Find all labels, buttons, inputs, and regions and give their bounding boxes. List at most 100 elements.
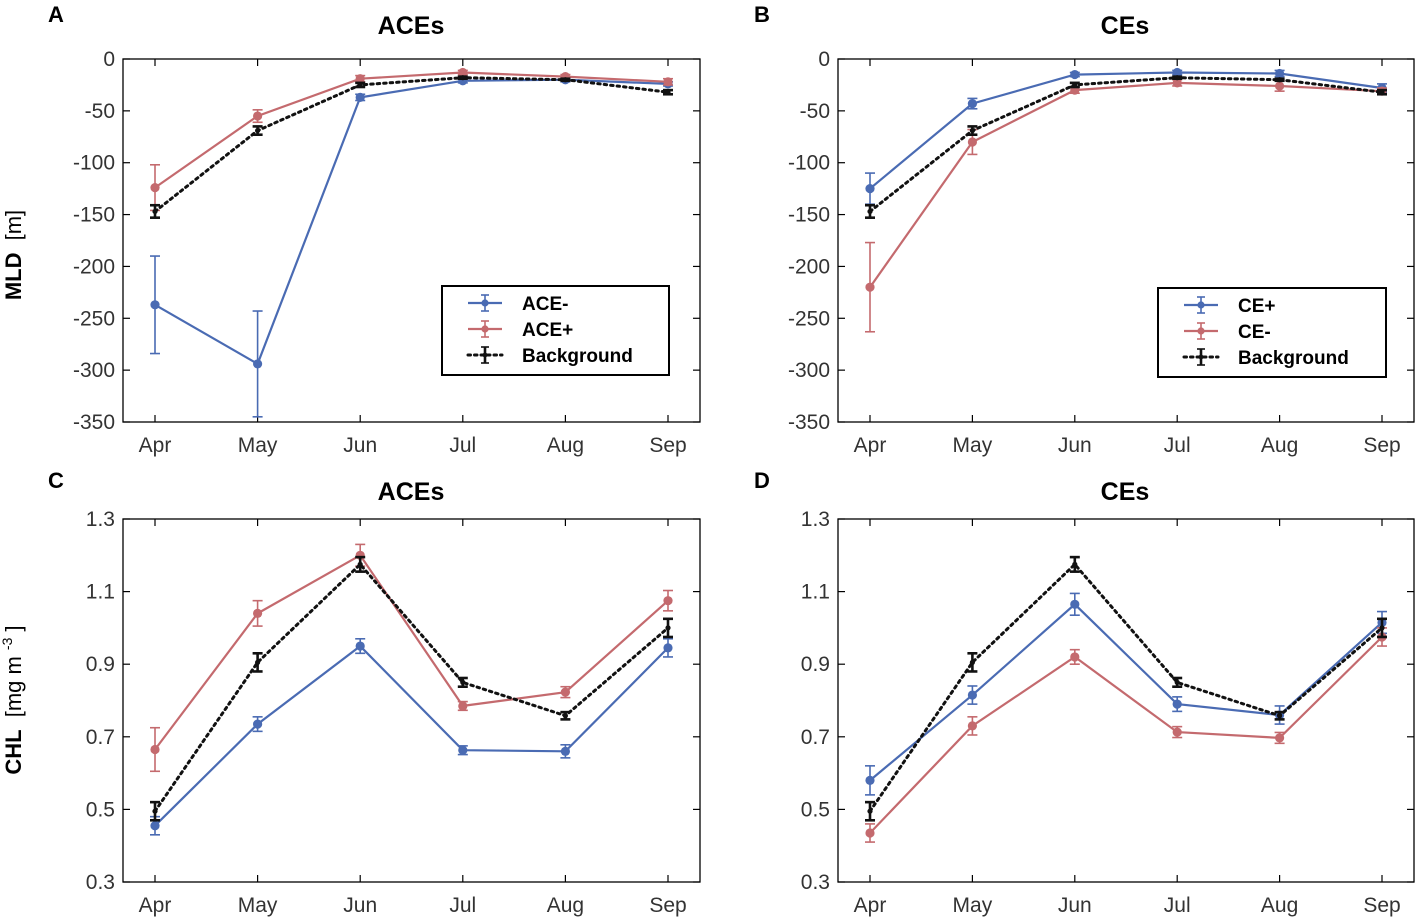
- data-point: [967, 98, 978, 109]
- legend-marker: [1198, 354, 1204, 360]
- x-tick-label: May: [238, 894, 278, 917]
- legend-label: ACE-: [522, 294, 568, 315]
- y-tick-label: 0.3: [86, 871, 115, 894]
- legend-label: Background: [522, 346, 633, 367]
- panel-letter: D: [754, 468, 770, 493]
- data-point: [253, 111, 263, 121]
- series-line: [154, 71, 669, 189]
- y-tick-label: 0: [818, 48, 830, 71]
- data-point: [1172, 727, 1182, 737]
- data-point: [1174, 679, 1180, 685]
- legend-label: ACE+: [522, 320, 573, 341]
- x-tick-label: Aug: [547, 894, 584, 917]
- y-tick-label: -100: [788, 152, 830, 175]
- y-tick-label: 1.3: [86, 508, 115, 531]
- x-tick-label: Sep: [649, 894, 686, 917]
- x-tick-label: Aug: [1261, 894, 1298, 917]
- data-point: [150, 300, 160, 310]
- data-point: [255, 127, 261, 134]
- x-tick-label: Apr: [854, 434, 887, 457]
- x-tick-label: Jun: [343, 894, 377, 917]
- series-ce-: [865, 627, 1387, 843]
- data-point: [460, 679, 466, 685]
- y-tick-label: -300: [73, 359, 115, 382]
- panel-a-mld-aces: A ACEs 0 -50 -100 -150 -200 -250 -300 -350 Apr May J…: [48, 2, 701, 457]
- data-point: [665, 89, 671, 95]
- data-point: [253, 359, 263, 369]
- x-tick-label: May: [238, 434, 278, 457]
- x-tick-label: Jul: [1164, 434, 1191, 457]
- data-point: [867, 808, 873, 814]
- x-tick-label: Apr: [139, 434, 172, 457]
- y-tick-label: 1.1: [801, 581, 830, 604]
- data-point: [1277, 713, 1283, 719]
- data-point: [967, 690, 978, 700]
- data-point: [458, 67, 468, 78]
- series-line: [869, 81, 1383, 288]
- series-ace-: [150, 543, 673, 773]
- y-tick-label: 1.3: [801, 508, 830, 531]
- panel-b-mld-ces: B CEs 0 -50 -100 -150 -200 -250 -300 -350 Apr May Ju…: [754, 2, 1415, 457]
- y-tick-label: -200: [788, 255, 830, 278]
- series-line: [153, 76, 670, 213]
- series-background: [865, 555, 1387, 822]
- data-point: [152, 808, 158, 814]
- legend: CE+ CE- Background: [1157, 287, 1387, 378]
- data-point: [357, 561, 363, 567]
- data-point: [355, 641, 365, 651]
- panel-title: CEs: [1101, 478, 1150, 506]
- legend: ACE- ACE+ Background: [441, 285, 670, 376]
- y-tick-label: 0.9: [86, 653, 115, 676]
- legend-box: [1157, 287, 1387, 378]
- y-tick-label: -150: [73, 204, 115, 227]
- y-tick-label: 0.7: [86, 726, 115, 749]
- y-tick-label: -50: [800, 100, 830, 123]
- data-point: [1070, 69, 1080, 80]
- data-point: [1275, 68, 1285, 79]
- series-line: [869, 636, 1383, 834]
- legend-label: CE-: [1238, 322, 1271, 343]
- series-line: [153, 562, 670, 813]
- x-tick-label: Aug: [1261, 434, 1298, 457]
- panel-letter: C: [48, 468, 64, 493]
- panel-letter: B: [754, 2, 770, 27]
- y-tick-label: 0.3: [801, 871, 830, 894]
- chl-axis-label: CHL [mg m -3 ]: [0, 625, 26, 774]
- y-tick-label: 0.5: [86, 798, 115, 821]
- y-tick-label: -350: [73, 411, 115, 434]
- x-tick-label: Aug: [547, 434, 584, 457]
- panel-title: CEs: [1101, 12, 1150, 40]
- data-point: [1275, 733, 1285, 743]
- y-tick-label: 0.5: [801, 798, 830, 821]
- data-point: [865, 184, 875, 194]
- plot-frame: [837, 518, 1415, 883]
- y-tick-label: -250: [788, 307, 830, 330]
- x-tick-label: Sep: [1363, 894, 1400, 917]
- data-point: [1174, 75, 1180, 81]
- panel-title: ACEs: [378, 478, 445, 506]
- data-point: [663, 643, 673, 653]
- x-tick-label: Apr: [854, 894, 887, 917]
- y-tick-label: 0.9: [801, 653, 830, 676]
- legend-box: [441, 285, 670, 376]
- plot-frame: [122, 518, 701, 883]
- legend-label: Background: [1238, 348, 1349, 369]
- data-point: [152, 208, 158, 215]
- legend-marker: [481, 299, 489, 307]
- series-line: [154, 644, 669, 827]
- data-point: [663, 77, 673, 87]
- series-line: [868, 562, 1384, 813]
- y-tick-label: -100: [73, 152, 115, 175]
- x-tick-label: May: [953, 434, 993, 457]
- x-tick-label: Jun: [1058, 894, 1092, 917]
- mld-axis-label: MLD [m]: [1, 210, 26, 300]
- x-tick-label: May: [953, 894, 993, 917]
- data-point: [663, 596, 673, 606]
- data-point: [665, 625, 671, 631]
- data-point: [1379, 89, 1385, 95]
- data-point: [253, 608, 263, 618]
- data-point: [458, 701, 468, 711]
- y-tick-label: 0: [103, 48, 115, 71]
- data-point: [150, 744, 160, 755]
